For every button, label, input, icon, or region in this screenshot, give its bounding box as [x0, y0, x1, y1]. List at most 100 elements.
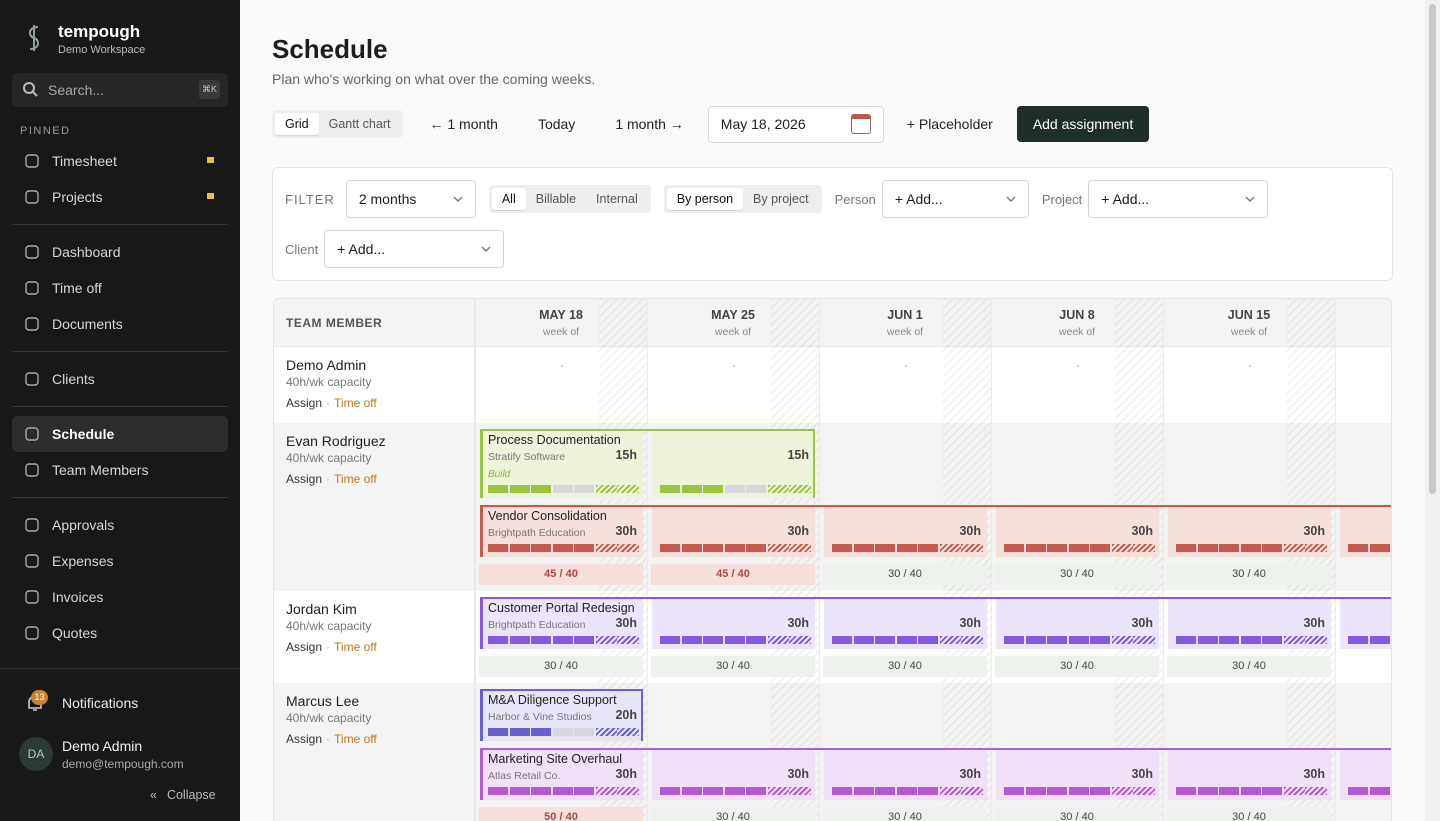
- assignment-hours: 30h: [1131, 616, 1153, 630]
- assign-link[interactable]: Assign: [286, 732, 323, 746]
- capacity-segment: [1391, 636, 1392, 644]
- nav-item[interactable]: Timesheet: [12, 143, 228, 179]
- nav-icon: [25, 154, 39, 168]
- separator: ·: [326, 640, 331, 654]
- week-total: 45 / 40: [479, 564, 643, 585]
- date-input[interactable]: May 18, 2026: [707, 105, 884, 143]
- view-option[interactable]: Grid: [275, 113, 319, 135]
- assignment-frame[interactable]: [480, 505, 1391, 557]
- week-total: 30 / 40: [1167, 656, 1331, 677]
- time-off-link[interactable]: Time off: [334, 472, 377, 486]
- week-sub: week of: [886, 326, 924, 338]
- empty-dot: [1249, 365, 1251, 367]
- capacity-segment: [961, 787, 983, 795]
- collapse[interactable]: « Collapse: [150, 788, 216, 802]
- pin-flag: [207, 157, 214, 163]
- week-sub: week of: [714, 326, 752, 338]
- capacity-segment: [488, 787, 508, 795]
- nav-item[interactable]: Time off: [12, 270, 228, 306]
- grouping-option[interactable]: By project: [753, 192, 809, 206]
- week-total: 30 / 40: [1167, 564, 1331, 585]
- today-button[interactable]: Today: [537, 116, 576, 132]
- type-option[interactable]: Billable: [535, 192, 577, 206]
- member-actions: Assign · Time off: [286, 732, 377, 746]
- filter-field: Person + Add...: [835, 180, 1029, 218]
- scrollbar: [1425, 0, 1440, 821]
- assign-link[interactable]: Assign: [286, 396, 323, 410]
- nav-item[interactable]: Projects: [12, 179, 228, 215]
- grouping-option[interactable]: By person: [666, 188, 744, 210]
- field-select[interactable]: + Add...: [1088, 180, 1269, 218]
- nav-item[interactable]: Invoices: [12, 579, 228, 615]
- nav-item[interactable]: Dashboard: [12, 234, 228, 270]
- weekend-stripe: [771, 299, 819, 821]
- type-option[interactable]: All: [491, 188, 526, 210]
- capacity-segment: [1111, 636, 1133, 644]
- capacity-segment: [853, 787, 874, 795]
- time-off-link[interactable]: Time off: [334, 732, 377, 746]
- sidebar: tempough Demo Workspace Search... ⌘K PIN…: [0, 0, 240, 821]
- assignment-hours: 30h: [615, 524, 637, 538]
- capacity-segment: [918, 544, 938, 552]
- assignment-frame[interactable]: [480, 748, 1391, 800]
- assignment-frame[interactable]: [480, 597, 1391, 649]
- nav-icon: [25, 427, 39, 441]
- assignment-client: Stratify Software: [488, 451, 566, 463]
- assignment-title: Marketing Site Overhaul: [488, 752, 623, 766]
- user-email: demo@tempough.com: [62, 757, 184, 771]
- range-select[interactable]: 2 months: [345, 180, 476, 218]
- week-total: 30 / 40: [651, 656, 815, 677]
- capacity-segment: [1090, 544, 1110, 552]
- field-select[interactable]: + Add...: [324, 230, 505, 268]
- prev-button[interactable]: ← 1 month: [429, 116, 498, 132]
- nav-item[interactable]: Clients: [12, 361, 228, 397]
- capacity-segment: [1391, 787, 1392, 795]
- capacity-segment: [1176, 636, 1196, 644]
- assign-link[interactable]: Assign: [286, 472, 323, 486]
- view-option[interactable]: Gantt chart: [328, 117, 391, 131]
- time-off-link[interactable]: Time off: [334, 640, 377, 654]
- capacity-segment: [552, 485, 573, 493]
- assignment-frame[interactable]: [480, 429, 815, 498]
- placeholder-button[interactable]: + Placeholder: [906, 116, 993, 132]
- member-capacity: 40h/wk capacity: [286, 451, 372, 465]
- add-assignment-button[interactable]: Add assignment: [1016, 106, 1150, 142]
- nav-item[interactable]: Team Members: [12, 452, 228, 488]
- week-date: JUN 8: [1059, 308, 1095, 322]
- nav-icon: [25, 463, 39, 477]
- capacity-segment: [1004, 787, 1024, 795]
- nav-item[interactable]: Documents: [12, 306, 228, 342]
- field-select[interactable]: + Add...: [881, 180, 1029, 218]
- notifications[interactable]: Notifications: [62, 695, 139, 711]
- nav-item[interactable]: Schedule: [12, 416, 228, 452]
- capacity-segment: [574, 485, 594, 493]
- week-date: JUN 1: [887, 308, 923, 322]
- assignment-hours: 30h: [787, 767, 809, 781]
- assign-link[interactable]: Assign: [286, 640, 323, 654]
- capacity-segment: [1305, 636, 1327, 644]
- search-box[interactable]: Search... ⌘K: [12, 73, 228, 107]
- next-button[interactable]: 1 month →: [615, 116, 684, 132]
- chevron: [1245, 196, 1255, 202]
- nav-item[interactable]: Quotes: [12, 615, 228, 651]
- toolbar: Grid Gantt chart ← 1 month Today 1 month → Ma…: [272, 105, 1150, 143]
- capacity-segment: [1391, 544, 1392, 552]
- capacity-segment: [552, 636, 573, 644]
- member-actions: Assign · Time off: [286, 640, 377, 654]
- nav-item[interactable]: Approvals: [12, 507, 228, 543]
- time-off-link[interactable]: Time off: [334, 396, 377, 410]
- assignment-frame[interactable]: [480, 689, 643, 741]
- capacity-segment: [1283, 544, 1305, 552]
- capacity-segment: [1262, 544, 1282, 552]
- avatar: DA: [19, 737, 53, 771]
- capacity-segment: [660, 787, 680, 795]
- capacity-segment: [488, 485, 508, 493]
- nav-divider: [12, 351, 228, 352]
- assignment-title: Process Documentation: [488, 433, 621, 447]
- member-actions: Assign · Time off: [286, 396, 377, 410]
- nav-item[interactable]: Expenses: [12, 543, 228, 579]
- type-option[interactable]: Internal: [596, 192, 638, 206]
- capacity-segment: [1176, 787, 1196, 795]
- capacity-segment: [681, 636, 702, 644]
- capacity-segment: [1197, 544, 1218, 552]
